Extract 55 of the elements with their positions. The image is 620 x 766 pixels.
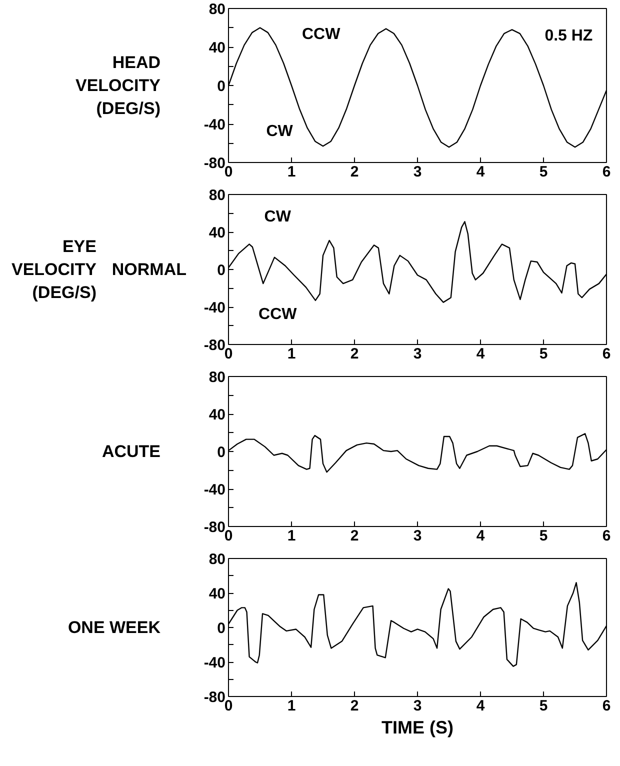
y-axis-title: EYE VELOCITY (DEG/S) [11, 237, 98, 302]
y-tick-label: 0 [217, 444, 226, 461]
x-tick-label: 1 [287, 528, 296, 544]
x-tick-label: 5 [539, 528, 548, 544]
y-tick-label: 40 [208, 224, 226, 242]
text: NORMAL [112, 260, 187, 279]
x-tick-label: 5 [539, 164, 548, 180]
x-tick-label: 6 [602, 698, 611, 714]
x-tick-label: 2 [350, 164, 359, 180]
y-tick-label: -40 [204, 654, 226, 672]
x-tick-label: 5 [539, 698, 548, 714]
x-tick-label: 6 [602, 346, 611, 362]
x-tick-label: 4 [476, 528, 486, 544]
x-tick-label: 6 [602, 164, 611, 180]
y-tick-label: 40 [208, 40, 226, 56]
x-tick-label: 3 [413, 164, 422, 180]
annotation: 0.5 HZ [544, 28, 593, 45]
y-tick-label: 0 [217, 620, 226, 637]
annotation: CW [266, 123, 294, 140]
x-axis-title: TIME (S) [382, 718, 454, 738]
y-tick-label: 0 [217, 262, 226, 279]
y-tick-label: -80 [204, 519, 226, 536]
text: ONE WEEK [68, 618, 162, 637]
x-tick-label: 5 [539, 346, 548, 362]
y-tick-label: -80 [204, 155, 226, 172]
x-tick-label: 6 [602, 528, 611, 544]
x-tick-label: 4 [476, 164, 486, 180]
x-tick-label: 4 [476, 346, 486, 362]
x-tick-label: 2 [350, 528, 359, 544]
x-tick-label: 2 [350, 346, 359, 362]
y-tick-label: -80 [204, 689, 226, 706]
x-tick-label: 1 [287, 698, 296, 714]
y-tick-label: 40 [208, 586, 226, 602]
x-tick-label: 3 [413, 346, 422, 362]
y-axis-title: HEAD VELOCITY (DEG/S) [75, 53, 162, 118]
y-tick-label: 0 [217, 78, 226, 95]
x-tick-label: 3 [413, 698, 422, 714]
annotation: CW [264, 208, 292, 226]
y-tick-label: 80 [208, 369, 226, 386]
x-tick-label: 1 [287, 346, 296, 362]
y-tick-label: -80 [204, 337, 226, 354]
y-tick-label: -40 [204, 116, 226, 134]
x-tick-label: 2 [350, 698, 359, 714]
y-tick-label: 80 [208, 187, 226, 204]
y-tick-label: -40 [204, 482, 226, 498]
x-tick-label: 4 [476, 698, 486, 714]
y-tick-label: 80 [208, 1, 226, 18]
x-tick-label: 1 [287, 164, 296, 180]
annotation: CCW [302, 26, 342, 44]
y-tick-label: -40 [204, 300, 226, 316]
y-tick-label: 40 [208, 406, 226, 424]
text: ACUTE [102, 442, 161, 461]
y-tick-label: 80 [208, 551, 226, 568]
annotation: CCW [258, 306, 298, 323]
x-tick-label: 3 [413, 528, 422, 544]
